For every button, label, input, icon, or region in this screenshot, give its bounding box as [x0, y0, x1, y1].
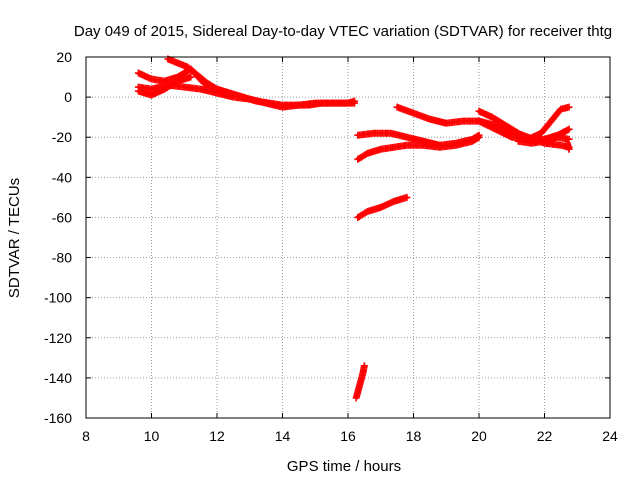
y-tick-label: 20 — [56, 49, 72, 65]
x-axis-ticks: 8 10 12 14 16 18 20 22 24 — [82, 57, 618, 444]
x-axis-title: GPS time / hours — [287, 458, 401, 475]
series-track-d — [164, 55, 231, 99]
data-point — [351, 99, 359, 107]
x-tick-label: 20 — [471, 428, 487, 444]
y-tick-label: 0 — [64, 89, 72, 105]
x-tick-label: 22 — [537, 428, 553, 444]
series-track-c — [134, 73, 195, 99]
data-point — [221, 90, 229, 98]
y-tick-label: -60 — [52, 209, 72, 225]
data-point — [474, 134, 482, 142]
series-track-i — [475, 103, 573, 143]
series-track-j — [514, 133, 573, 147]
series-track-l — [354, 193, 411, 221]
series-track-f — [354, 133, 483, 163]
chart-title: Day 049 of 2015, Sidereal Day-to-day VTE… — [74, 23, 612, 40]
data-point — [403, 193, 411, 201]
x-tick-label: 10 — [144, 428, 160, 444]
y-tick-label: -100 — [44, 290, 72, 306]
data-point — [565, 135, 573, 143]
data-point — [187, 73, 195, 81]
data-point — [565, 103, 573, 111]
grid — [85, 56, 611, 419]
x-tick-label: 24 — [602, 428, 618, 444]
data-point — [565, 145, 573, 153]
data-marks — [134, 55, 573, 402]
x-tick-label: 8 — [82, 428, 90, 444]
data-point — [223, 91, 231, 99]
series-track-k — [563, 139, 573, 153]
y-axis-ticks: 20 0 -20 -40 -60 -80 -100 -120 -140 -160 — [44, 49, 610, 426]
y-axis-title: SDTVAR / TECUs — [6, 178, 23, 298]
x-tick-label: 12 — [209, 428, 225, 444]
series-track-m — [352, 362, 368, 402]
y-tick-label: -20 — [52, 129, 72, 145]
x-tick-label: 14 — [275, 428, 291, 444]
y-tick-label: -40 — [52, 169, 72, 185]
data-point — [475, 133, 483, 141]
y-tick-label: -80 — [52, 250, 72, 266]
data-point — [360, 362, 368, 370]
data-point — [565, 125, 573, 133]
y-tick-label: -160 — [44, 410, 72, 426]
y-tick-label: -120 — [44, 330, 72, 346]
y-tick-label: -140 — [44, 370, 72, 386]
x-tick-label: 16 — [340, 428, 356, 444]
x-tick-label: 18 — [406, 428, 422, 444]
